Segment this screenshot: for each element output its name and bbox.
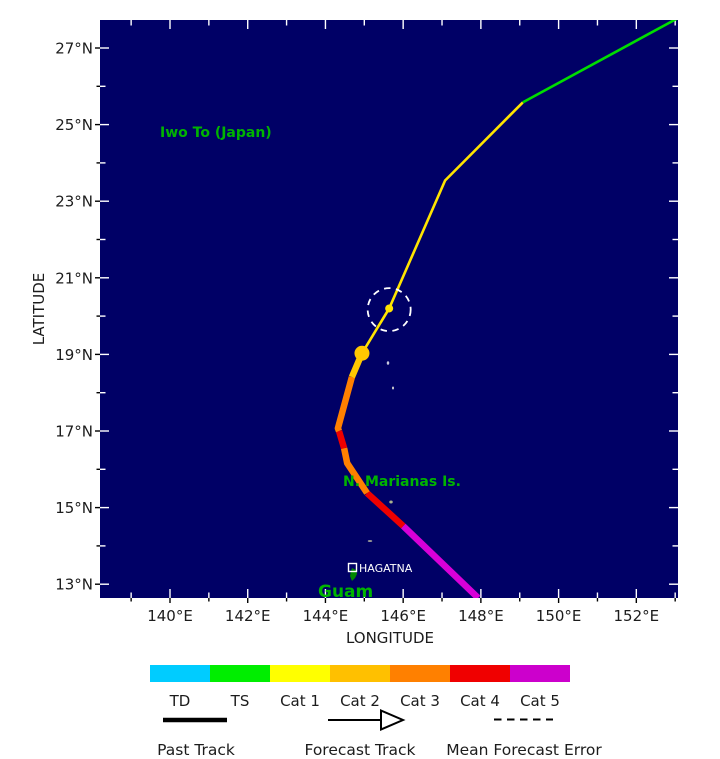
- mean-forecast-error-circle: [366, 287, 412, 332]
- legend-label-cat-4: Cat 4: [460, 692, 500, 710]
- legend-label-cat-2: Cat 2: [340, 692, 380, 710]
- past-track-segment: [364, 490, 406, 529]
- mean-forecast-error-caption: Mean Forecast Error: [446, 741, 602, 759]
- past-track-segment: [335, 430, 348, 450]
- label-iwo-to: Iwo To (Japan): [160, 125, 272, 141]
- forecast-track-segment: [360, 101, 524, 354]
- islet: [392, 386, 394, 390]
- y-axis-title: LATITUDE: [30, 273, 48, 346]
- x-tick-label: 152°E: [614, 607, 660, 625]
- legend-swatch-cat-5: [510, 665, 570, 682]
- label-guam: Guam: [318, 582, 373, 602]
- x-tick-label: 144°E: [303, 607, 349, 625]
- past-track-segment: [334, 376, 356, 433]
- legend-color-bar: [150, 665, 570, 682]
- x-axis-title: LONGITUDE: [346, 629, 434, 647]
- legend-label-cat-5: Cat 5: [520, 692, 560, 710]
- label-n-marianas: N. Marianas Is.: [343, 474, 461, 490]
- x-tick-label: 146°E: [380, 607, 426, 625]
- forecast-track: [360, 20, 678, 354]
- islet: [367, 540, 373, 542]
- y-tick-label: 21°N: [55, 269, 93, 287]
- y-tick-label: 13°N: [55, 576, 93, 594]
- legend-label-td: TD: [169, 692, 191, 710]
- legend-label-cat-1: Cat 1: [280, 692, 320, 710]
- x-tick-label: 140°E: [147, 607, 193, 625]
- x-tick-label: 150°E: [536, 607, 582, 625]
- legend-swatch-ts: [210, 665, 270, 682]
- legend-swatch-cat-2: [330, 665, 390, 682]
- legend-label-cat-3: Cat 3: [400, 692, 440, 710]
- axis-ticks: [95, 20, 678, 603]
- past-track-segment: [340, 447, 370, 495]
- legend-swatch-td: [150, 665, 210, 682]
- current-position-marker: [354, 345, 370, 361]
- legend-swatch-cat-4: [450, 665, 510, 682]
- legend-swatch-cat-1: [270, 665, 330, 682]
- legend-category-labels: TD TS Cat 1 Cat 2 Cat 3 Cat 4 Cat 5: [169, 692, 560, 710]
- y-tick-label: 17°N: [55, 423, 93, 441]
- legend-swatch-cat-3: [390, 665, 450, 682]
- y-tick-label: 27°N: [55, 40, 93, 58]
- legend-label-ts: TS: [230, 692, 250, 710]
- past-track-segment: [400, 523, 481, 598]
- y-tick-label: 23°N: [55, 193, 93, 211]
- x-tick-label: 142°E: [225, 607, 271, 625]
- legend: TD TS Cat 1 Cat 2 Cat 3 Cat 4 Cat 5 Past Track…: [150, 665, 602, 759]
- islet: [389, 500, 393, 504]
- past-track: [334, 352, 481, 598]
- forecast-track-segment: [522, 20, 678, 104]
- y-tick-label: 25°N: [55, 116, 93, 134]
- x-tick-label: 148°E: [458, 607, 504, 625]
- forecast-track-caption: Forecast Track: [304, 741, 415, 759]
- forecast-track-arrow-symbol: [328, 708, 406, 732]
- past-track-caption: Past Track: [157, 741, 235, 759]
- label-hagatna: HAGATNA: [359, 562, 413, 575]
- hagatna-city-marker: [347, 562, 358, 573]
- axis-tick-labels: 140°E 142°E 144°E 146°E 148°E 150°E 152°E 27°N 2…: [55, 40, 659, 626]
- islet: [386, 361, 390, 365]
- track-markers: [354, 287, 412, 361]
- y-tick-label: 15°N: [55, 499, 93, 517]
- y-tick-label: 19°N: [55, 346, 93, 364]
- forecast-point-marker: [385, 304, 394, 313]
